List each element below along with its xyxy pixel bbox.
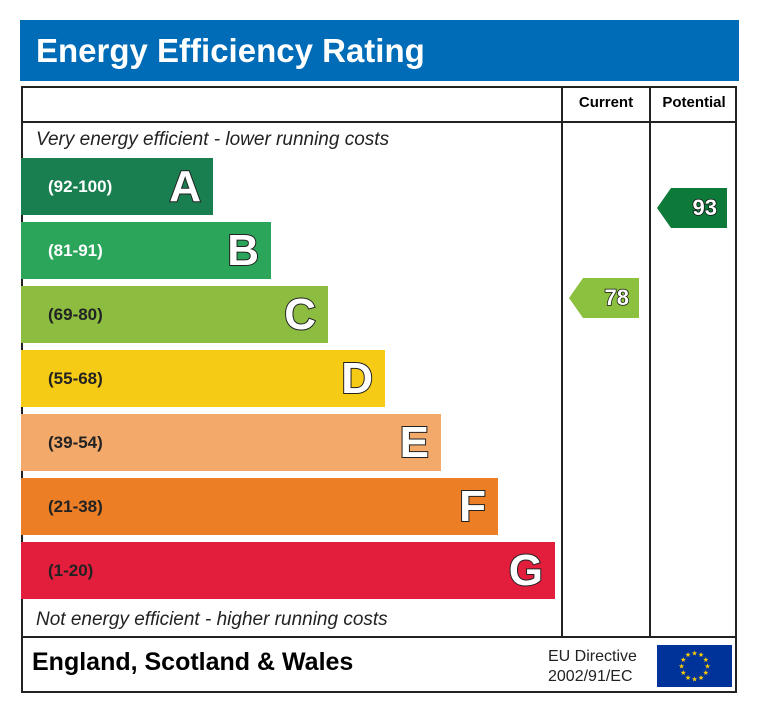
chart-title: Energy Efficiency Rating: [20, 20, 739, 81]
band-range: (81-91): [48, 241, 103, 260]
band-f: (21-38) F: [21, 478, 498, 535]
bottom-note: Not energy efficient - higher running co…: [36, 609, 388, 630]
band-d: (55-68) D: [21, 350, 385, 407]
band-g: (1-20) G: [21, 542, 555, 599]
current-column-header: Current: [578, 94, 634, 111]
band-letter: F: [458, 481, 487, 532]
divider: [561, 86, 563, 637]
star-icon: ★: [703, 656, 709, 664]
band-range: (55-68): [48, 369, 103, 388]
band-range: (92-100): [48, 177, 113, 196]
band-range: (21-38): [48, 497, 103, 516]
band-letter: D: [340, 353, 374, 404]
band-letter: G: [508, 545, 544, 596]
potential-rating-value: 93: [692, 194, 718, 221]
star-icon: ★: [691, 676, 697, 684]
top-note: Very energy efficient - lower running co…: [36, 129, 390, 150]
eu-directive-number: 2002/91/EC: [548, 668, 633, 685]
star-icon: ★: [680, 656, 686, 664]
star-icon: ★: [685, 651, 691, 659]
star-icon: ★: [698, 651, 704, 659]
potential-rating-arrow: 93: [657, 188, 727, 228]
eu-directive-label: EU Directive: [548, 648, 637, 665]
band-letter: E: [399, 417, 430, 468]
star-icon: ★: [703, 669, 709, 677]
band-letter: A: [168, 161, 202, 212]
star-icon: ★: [680, 669, 686, 677]
divider: [649, 86, 651, 637]
band-range: (69-80): [48, 305, 103, 324]
eu-flag-icon: ★★★★★★★★★ ★ ★★: [657, 645, 732, 687]
band-range: (39-54): [48, 433, 103, 452]
band-c: (69-80) C: [21, 286, 328, 343]
band-b: (81-91) B: [21, 222, 271, 279]
band-e: (39-54) E: [21, 414, 441, 471]
divider: [21, 121, 737, 123]
current-rating-value: 78: [604, 284, 630, 311]
band-letter: C: [283, 289, 317, 340]
star-icon: ★: [704, 663, 710, 671]
star-icon: ★: [678, 663, 684, 671]
star-icon: ★: [685, 674, 691, 682]
band-letter: B: [226, 225, 260, 276]
current-rating-arrow: 78: [569, 278, 639, 318]
region-label: England, Scotland & Wales: [32, 648, 354, 676]
potential-column-header: Potential: [662, 94, 726, 111]
band-a: (92-100) A: [21, 158, 213, 215]
divider: [21, 636, 737, 638]
star-icon: ★: [691, 650, 697, 658]
star-icon: ★: [698, 674, 704, 682]
band-range: (1-20): [48, 561, 94, 580]
